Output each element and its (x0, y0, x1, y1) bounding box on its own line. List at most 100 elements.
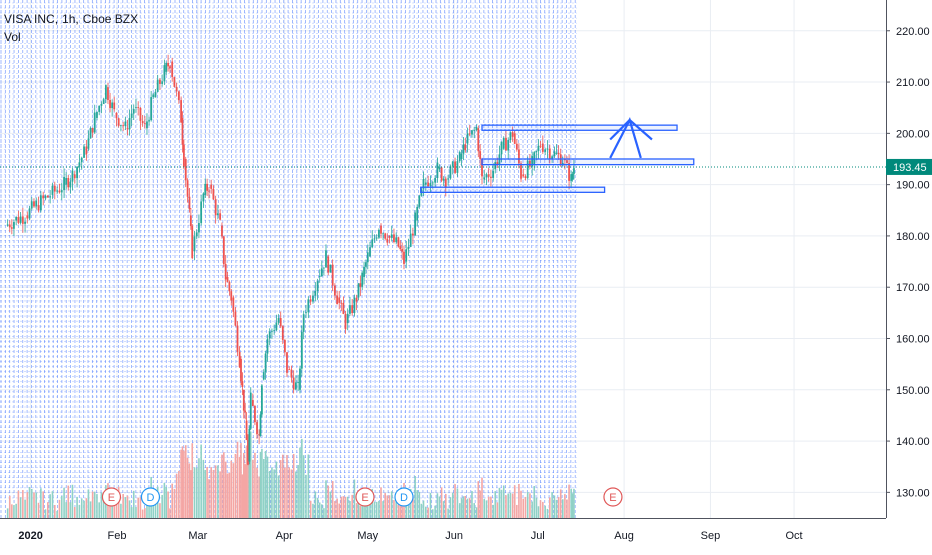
volume-bar (314, 491, 317, 518)
candle-body (466, 133, 469, 144)
candle-body (21, 216, 24, 224)
volume-bar (301, 438, 303, 518)
last-price-badge: 193.45 (886, 158, 932, 175)
volume-bar (206, 466, 208, 518)
volume-bar (434, 505, 436, 518)
volume-bar (365, 501, 367, 518)
candle-body (266, 339, 269, 354)
volume-bar (431, 509, 434, 518)
volume-bar (6, 508, 9, 518)
candle-body (312, 295, 314, 302)
volume-bar (551, 492, 553, 518)
volume-bar (279, 460, 282, 518)
volume-bar (513, 485, 516, 518)
volume-bar (502, 485, 505, 518)
volume-bar (438, 496, 441, 518)
candle-body (281, 326, 284, 340)
volume-bar (78, 504, 81, 518)
volume-bar (414, 476, 416, 518)
volume-bar (529, 493, 531, 518)
candle-body (177, 91, 180, 101)
volume-bar (297, 464, 299, 518)
candle-body (154, 91, 157, 98)
volume-bar (388, 495, 391, 518)
volume-bar (258, 476, 260, 518)
volume-bar (223, 452, 225, 518)
candle-body (342, 302, 345, 314)
volume-bar (234, 453, 237, 518)
volume-bar (553, 495, 556, 518)
earnings-event-icon[interactable]: E (603, 487, 623, 507)
candle-body (568, 163, 570, 181)
candle-body (188, 196, 191, 210)
symbol-legend[interactable]: VISA INC, 1h, Cboe BZX (4, 11, 138, 27)
volume-bar (349, 501, 351, 518)
volume-bar (240, 443, 242, 518)
candle-body (28, 208, 31, 219)
y-tick-label: 140.00 (896, 436, 930, 448)
volume-bar (37, 502, 40, 518)
volume-bar (359, 505, 362, 518)
volume-bar (273, 469, 275, 518)
volume-bar (321, 504, 323, 518)
dividend-event-icon[interactable]: D (140, 487, 161, 507)
volume-bar (47, 502, 49, 518)
candle-body (80, 157, 83, 163)
candle-body (570, 174, 573, 181)
earnings-event-icon[interactable]: E (101, 487, 122, 507)
volume-bar (42, 491, 44, 518)
volume-bar (60, 495, 63, 518)
candle-body (279, 317, 282, 327)
volume-bar (473, 503, 476, 518)
arrow-head (609, 118, 653, 141)
volume-bar (363, 498, 365, 518)
event-label: E (108, 492, 115, 504)
candle-body (49, 196, 52, 198)
volume-legend[interactable]: Vol (4, 29, 138, 45)
candle-body (449, 166, 452, 179)
candle-body (340, 302, 343, 304)
candle-body (46, 195, 49, 198)
candle-body (325, 250, 327, 268)
volume-bar (261, 448, 263, 518)
candle-body (163, 65, 166, 82)
candle-body (302, 314, 305, 332)
event-label: D (146, 492, 154, 504)
volume-bar (238, 456, 241, 518)
volume-bar (329, 491, 332, 518)
candle-body (460, 153, 463, 159)
volume-bar (393, 500, 395, 518)
x-tick-label: Aug (614, 530, 634, 542)
volume-bar (63, 487, 65, 518)
candle-body (451, 161, 454, 167)
dividend-event-icon[interactable]: D (394, 487, 414, 507)
volume-bar (228, 472, 231, 518)
volume-bar (429, 493, 432, 518)
volume-bar (546, 508, 549, 518)
volume-bar (169, 508, 171, 518)
candle-body (56, 190, 59, 192)
candle-body (85, 146, 88, 155)
volume-bar (24, 499, 26, 518)
candle-body (37, 205, 40, 211)
candle-body (357, 283, 360, 298)
volume-bar (262, 459, 265, 518)
volume-bar (323, 508, 325, 518)
candle-body (161, 81, 164, 84)
candle-body (60, 190, 63, 193)
candle-body (89, 127, 92, 139)
volume-bar (19, 497, 22, 518)
volume-bar (295, 471, 297, 518)
candle-body (359, 283, 362, 287)
earnings-event-icon[interactable]: E (355, 487, 375, 507)
volume-bar (355, 503, 358, 518)
volume-bar (407, 497, 410, 518)
horizontal-zone (420, 186, 606, 193)
price-candles (6, 54, 575, 466)
candle-body (418, 195, 421, 207)
candle-body (204, 183, 207, 195)
candle-body (67, 178, 70, 188)
candle-body (539, 145, 542, 147)
